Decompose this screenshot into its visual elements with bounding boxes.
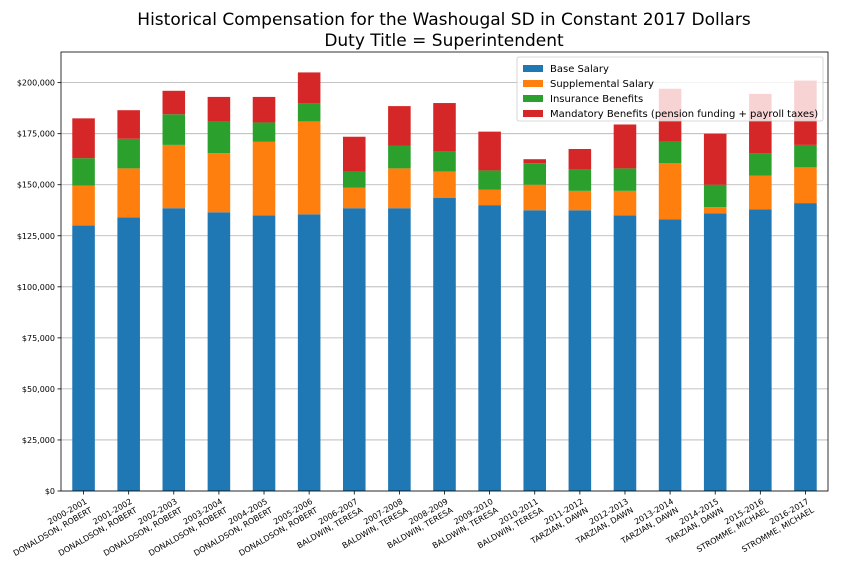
bar-segment	[342, 136, 366, 172]
chart-title: Historical Compensation for the Washouga…	[137, 10, 751, 30]
bar-segment	[72, 225, 95, 491]
bar-segment	[388, 145, 411, 169]
bar-segment	[252, 141, 276, 216]
bar-segment	[613, 168, 637, 191]
legend-label: Base Salary	[550, 64, 609, 75]
bar-segment	[297, 103, 321, 122]
y-tick-label: $175,000	[17, 130, 55, 139]
x-tick-label-name: DONALDSON, ROBERT	[12, 506, 94, 558]
bar-segment	[478, 131, 501, 171]
y-tick-label: $75,000	[22, 334, 55, 343]
bar-segment	[523, 159, 547, 164]
legend-label: Insurance Benefits	[550, 94, 643, 105]
bar-segment	[703, 133, 727, 185]
bar-segment	[703, 207, 727, 214]
bar-segment	[478, 205, 501, 492]
y-tick-label: $50,000	[22, 385, 55, 394]
bar-segment	[162, 144, 186, 209]
bar-segment	[117, 217, 140, 492]
bar-segment	[433, 197, 456, 491]
bar-segment	[388, 106, 411, 146]
legend-label: Supplemental Salary	[550, 79, 654, 90]
y-tick-label: $100,000	[17, 283, 55, 292]
bar-segment	[794, 144, 817, 168]
y-tick-label: $150,000	[17, 181, 55, 190]
bar-segment	[794, 203, 817, 492]
bar-segment	[342, 171, 366, 188]
y-tick-label: $125,000	[17, 232, 55, 241]
legend-swatch	[523, 95, 543, 102]
bar-segment	[162, 208, 186, 491]
bar-segment	[297, 214, 321, 491]
bar-segment	[297, 121, 321, 215]
y-tick-label: $25,000	[22, 436, 55, 445]
bar-segment	[478, 170, 501, 190]
bar-segment	[523, 184, 547, 211]
bar-segment	[207, 212, 231, 491]
legend-swatch	[523, 110, 543, 117]
bar-segment	[162, 90, 186, 115]
bar-segment	[252, 122, 276, 142]
y-tick-label: $200,000	[17, 79, 55, 88]
bar-segment	[749, 209, 772, 491]
bar-segment	[72, 158, 95, 186]
bar-segment	[523, 210, 547, 491]
bar-segment	[613, 124, 637, 169]
bar-segment	[117, 110, 140, 139]
y-axis: $0 $25,000 $50,000 $75,000 $100,000 $125,000 $…	[17, 79, 61, 496]
bar-segment	[794, 167, 817, 204]
legend: Base Salary Supplemental Salary Insurance …	[516, 56, 824, 122]
bar-segment	[478, 189, 501, 206]
bar-segment	[749, 175, 772, 210]
bars	[72, 72, 817, 492]
bar-segment	[568, 169, 592, 191]
bar-segment	[72, 185, 95, 226]
bar-segment	[72, 118, 95, 159]
bar-segment	[568, 148, 592, 170]
chart-subtitle: Duty Title = Superintendent	[324, 31, 564, 51]
bar-segment	[658, 163, 682, 220]
bar-segment	[613, 215, 637, 492]
legend-swatch	[523, 80, 543, 87]
legend-swatch	[523, 65, 543, 72]
bar-segment	[252, 215, 276, 492]
bar-segment	[749, 153, 772, 176]
bar-segment	[523, 163, 547, 185]
legend-box	[516, 56, 824, 122]
bar-segment	[388, 168, 411, 209]
bar-segment	[117, 138, 140, 169]
bar-segment	[433, 103, 456, 152]
bar-segment	[207, 121, 231, 154]
bar-segment	[342, 208, 366, 491]
bar-segment	[433, 171, 456, 198]
bar-segment	[207, 153, 231, 213]
bar-segment	[613, 190, 637, 216]
bar-segment	[568, 190, 592, 211]
bar-segment	[658, 219, 682, 491]
bar-segment	[252, 96, 276, 123]
bar-segment	[388, 208, 411, 491]
bar-segment	[297, 72, 321, 104]
y-tick-label: $0	[45, 487, 55, 496]
bar-segment	[207, 96, 231, 122]
bar-segment	[568, 210, 592, 491]
bar-segment	[703, 213, 727, 491]
bar-segment	[703, 184, 727, 208]
legend-label: Mandatory Benefits (pension funding + pa…	[550, 109, 818, 120]
bar-segment	[342, 187, 366, 209]
bar-segment	[162, 114, 186, 145]
bar-segment	[658, 141, 682, 164]
bar-segment	[117, 168, 140, 218]
bar-segment	[433, 151, 456, 172]
